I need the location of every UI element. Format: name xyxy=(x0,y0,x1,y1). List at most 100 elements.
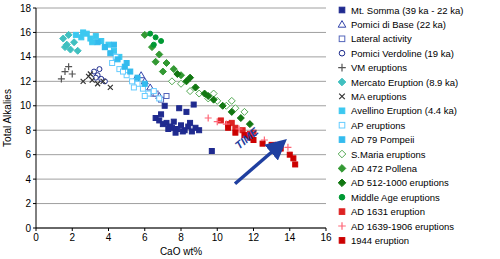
y-axis-title: Total Alkalies xyxy=(2,89,13,147)
points xyxy=(58,30,298,167)
legend-label: VM eruptions xyxy=(351,62,407,73)
point xyxy=(97,67,102,72)
x-axis xyxy=(36,228,326,229)
point xyxy=(188,120,193,125)
point xyxy=(111,42,116,47)
tick-label: 6 xyxy=(142,232,148,243)
point xyxy=(177,106,182,111)
point xyxy=(184,109,189,114)
point xyxy=(159,68,166,75)
legend-marker xyxy=(338,165,346,173)
point xyxy=(69,71,76,78)
tick-label: 6 xyxy=(25,149,31,160)
point xyxy=(192,84,199,91)
point xyxy=(191,102,196,107)
legend-label: Mt. Somma (39 ka - 22 ka) xyxy=(351,5,463,16)
point xyxy=(151,42,156,47)
point xyxy=(241,108,248,115)
point xyxy=(141,31,148,38)
point xyxy=(142,94,147,99)
x-axis-title: CaO wt% xyxy=(160,246,202,257)
y-axis xyxy=(36,8,37,228)
tick-label: 4 xyxy=(25,174,31,185)
point xyxy=(260,141,265,146)
point xyxy=(197,128,202,133)
point xyxy=(74,47,81,54)
tick-label: 18 xyxy=(20,3,32,14)
point xyxy=(159,39,164,44)
point xyxy=(192,84,199,91)
point xyxy=(121,69,126,74)
legend-label: MA eruptions xyxy=(351,91,407,102)
tick-label: 16 xyxy=(20,27,32,38)
point xyxy=(209,149,214,154)
legend-label: AP eruptions xyxy=(351,120,405,131)
legend-marker xyxy=(339,194,345,200)
legend-marker xyxy=(339,209,345,215)
legend-marker xyxy=(339,137,345,143)
point xyxy=(293,162,298,167)
point xyxy=(131,85,136,90)
legend-label: AD 512-1000 eruptions xyxy=(351,177,449,188)
tick-label: 16 xyxy=(320,232,332,243)
tick-label: 0 xyxy=(33,232,39,243)
point xyxy=(140,86,145,91)
point xyxy=(228,108,235,115)
point xyxy=(95,81,100,86)
point xyxy=(62,44,69,51)
point xyxy=(79,35,84,40)
point xyxy=(130,79,135,84)
point xyxy=(159,112,164,117)
point xyxy=(110,61,115,66)
point xyxy=(58,75,65,82)
legend-label: AD 79 Pompeii xyxy=(351,134,414,145)
point xyxy=(291,156,296,161)
point xyxy=(90,40,95,45)
legend-marker xyxy=(338,21,346,28)
point xyxy=(93,34,98,39)
point xyxy=(88,72,93,77)
point xyxy=(152,58,159,65)
point xyxy=(73,32,78,37)
grid-line xyxy=(36,179,326,180)
point xyxy=(102,45,107,50)
point xyxy=(219,102,226,109)
point xyxy=(179,123,184,128)
point xyxy=(229,120,234,125)
legend-label: AD 472 Pollena xyxy=(351,163,418,174)
point xyxy=(163,60,170,67)
point xyxy=(284,144,291,151)
grid-line xyxy=(36,32,326,33)
legend-label: S.Maria eruptions xyxy=(351,149,426,160)
point xyxy=(101,79,106,84)
point xyxy=(166,127,171,132)
tick-label: 2 xyxy=(69,232,75,243)
grid-line xyxy=(36,56,326,57)
legend-marker xyxy=(338,179,346,187)
point xyxy=(214,118,221,125)
point xyxy=(237,115,244,122)
annotation: TIME xyxy=(233,125,261,152)
legend: Mt. Somma (39 ka - 22 ka)Pomici di Base … xyxy=(338,5,463,246)
arrow xyxy=(235,146,279,184)
point xyxy=(205,115,212,122)
point xyxy=(81,79,86,84)
point xyxy=(142,81,147,86)
point xyxy=(115,57,120,62)
point xyxy=(187,74,194,81)
legend-marker xyxy=(339,238,345,244)
legend-label: Pomici Verdoline (19 ka) xyxy=(351,48,454,59)
legend-label: Avellino Eruption (4.4 ka) xyxy=(351,105,457,116)
tick-label: 14 xyxy=(20,51,32,62)
point xyxy=(71,39,78,46)
point xyxy=(156,51,163,58)
legend-label: 1944 eruption xyxy=(351,235,409,246)
point xyxy=(164,94,169,99)
legend-marker xyxy=(339,108,345,114)
grid-line xyxy=(36,228,326,229)
chart: 0246810121416180246810121416CaO wt%Total… xyxy=(0,0,500,259)
point xyxy=(171,119,176,124)
point xyxy=(65,31,72,38)
point xyxy=(233,130,238,135)
point xyxy=(135,75,140,80)
